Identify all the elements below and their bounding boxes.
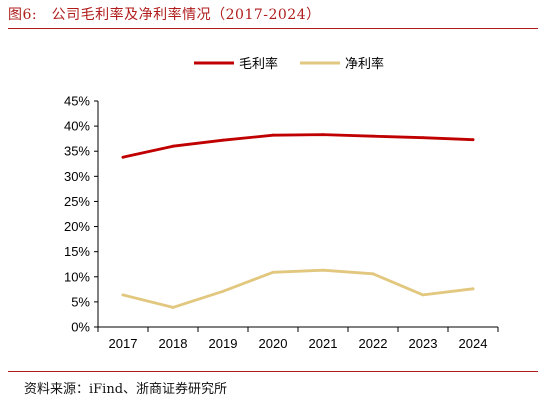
data-point <box>321 268 325 272</box>
series-line-2 <box>121 268 475 309</box>
x-tick-label: 2019 <box>209 336 238 351</box>
data-point <box>421 293 425 297</box>
data-point <box>271 270 275 274</box>
y-tick-label: 25% <box>64 194 90 209</box>
y-tick-label: 0% <box>71 320 90 335</box>
series-line-1 <box>121 133 475 159</box>
data-point <box>171 306 175 309</box>
x-tick-label: 2022 <box>359 336 388 351</box>
x-tick-label: 2018 <box>159 336 188 351</box>
data-point <box>121 155 125 159</box>
x-tick-label: 2021 <box>309 336 338 351</box>
figure-title: 图6: 公司毛利率及净利率情况（2017-2024） <box>8 7 321 23</box>
x-tick-label: 2020 <box>259 336 288 351</box>
legend-label: 净利率 <box>345 56 384 71</box>
x-tick-label: 2024 <box>459 336 488 351</box>
y-tick-label: 10% <box>64 269 90 284</box>
title-rule <box>8 28 538 29</box>
y-tick-label: 45% <box>64 94 90 109</box>
figure-source: 资料来源：iFind、浙商证券研究所 <box>24 382 228 397</box>
data-point <box>221 138 225 142</box>
y-tick-label: 40% <box>64 119 90 134</box>
data-point <box>221 289 225 293</box>
x-tick-label: 2023 <box>409 336 438 351</box>
data-point <box>121 293 125 297</box>
source-rule <box>8 371 538 372</box>
data-point <box>371 134 375 138</box>
figure-header: 图6: 公司毛利率及净利率情况（2017-2024） <box>8 4 538 28</box>
data-point <box>471 287 475 291</box>
x-tick-label: 2017 <box>109 336 138 351</box>
y-tick-label: 20% <box>64 219 90 234</box>
data-point <box>321 133 325 137</box>
data-point <box>371 272 375 276</box>
y-tick-label: 35% <box>64 144 90 159</box>
y-tick-label: 30% <box>64 169 90 184</box>
data-point <box>421 136 425 140</box>
y-tick-label: 15% <box>64 244 90 259</box>
legend-label: 毛利率 <box>239 56 278 71</box>
data-point <box>171 144 175 148</box>
y-tick-label: 5% <box>71 294 90 309</box>
data-point <box>471 138 475 142</box>
data-point <box>271 133 275 137</box>
